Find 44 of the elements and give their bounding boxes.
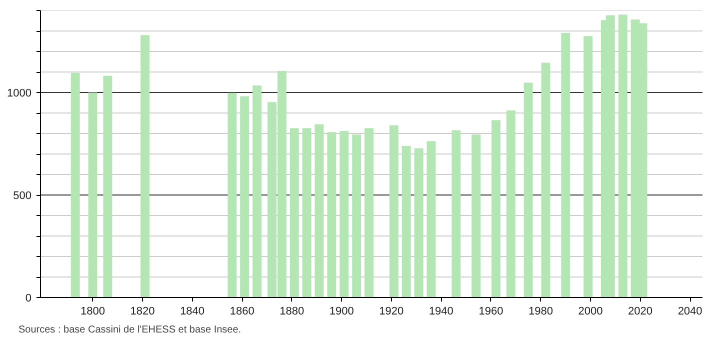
bar xyxy=(426,141,436,298)
bar xyxy=(618,14,628,298)
source-note: Sources : base Cassini de l'EHESS et base Insee. xyxy=(18,324,242,336)
x-tick-label: 2000 xyxy=(578,306,603,318)
bar xyxy=(402,146,411,298)
bar xyxy=(314,124,324,298)
bar xyxy=(491,120,500,298)
x-tick-label: 1840 xyxy=(180,306,205,318)
y-tick-label: 0 xyxy=(25,292,32,304)
bar xyxy=(70,73,80,298)
bar xyxy=(389,125,398,298)
x-tick-label: 1900 xyxy=(329,306,354,318)
x-tick-label: 1980 xyxy=(528,306,553,318)
bar xyxy=(340,131,349,298)
bar xyxy=(290,128,299,298)
x-tick-label: 2020 xyxy=(628,306,653,318)
bar xyxy=(240,96,250,298)
bar xyxy=(524,82,533,298)
bar xyxy=(88,92,98,298)
x-tick-label: 1800 xyxy=(80,306,106,318)
bar xyxy=(228,92,237,298)
bar xyxy=(541,62,550,298)
bar xyxy=(364,128,374,298)
bar xyxy=(414,148,424,298)
bar xyxy=(506,110,516,298)
y-tick-label: 500 xyxy=(13,190,32,202)
x-tick-label: 1920 xyxy=(379,306,404,318)
bar xyxy=(140,35,150,298)
bar xyxy=(472,134,481,298)
bar xyxy=(252,86,262,298)
bar xyxy=(452,130,461,298)
bar xyxy=(327,132,336,298)
x-tick-label: 1820 xyxy=(130,306,155,318)
bar xyxy=(352,134,362,298)
bar xyxy=(561,33,570,298)
x-tick-label: 1880 xyxy=(280,306,304,318)
x-tick-label: 1940 xyxy=(428,306,454,318)
y-tick-label: 1000 xyxy=(7,88,32,100)
bar xyxy=(584,36,592,298)
x-tick-label: 2040 xyxy=(678,306,702,318)
x-tick-label: 1860 xyxy=(230,306,254,318)
x-tick-label: 1960 xyxy=(478,306,504,318)
bar xyxy=(302,128,312,298)
bar xyxy=(103,76,112,298)
